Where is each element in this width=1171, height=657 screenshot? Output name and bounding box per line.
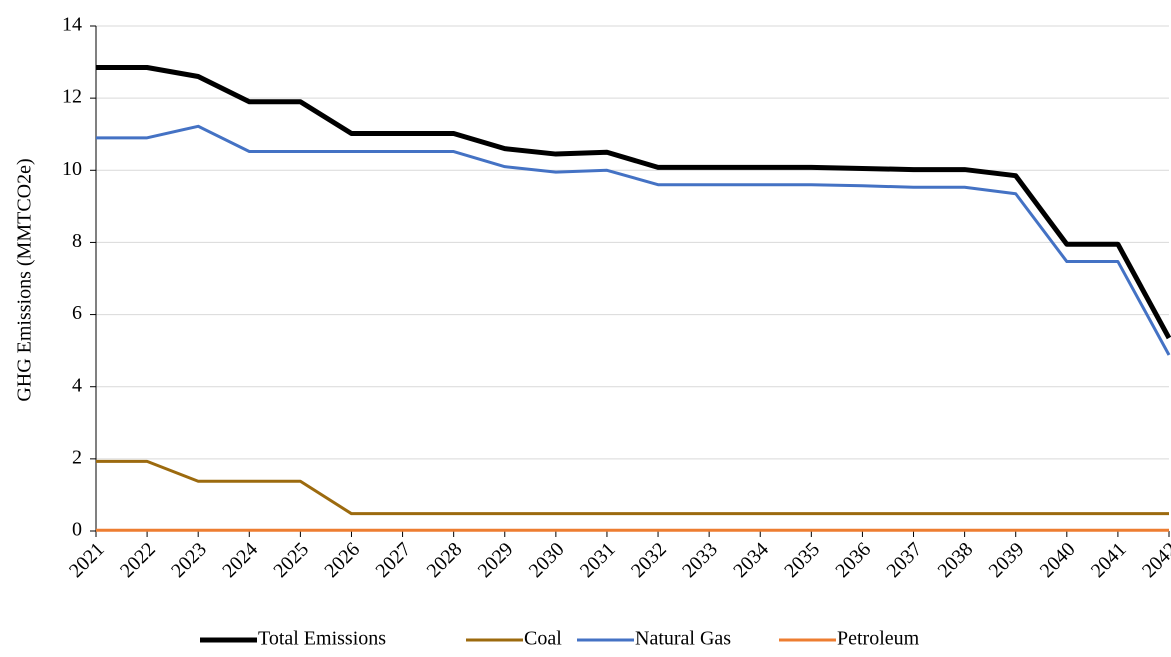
- x-tick-label: 2031: [576, 538, 620, 582]
- x-tick-label: 2042: [1138, 538, 1171, 582]
- x-tick-label: 2035: [780, 538, 824, 582]
- y-tick-label: 2: [72, 446, 82, 468]
- x-tick-label: 2041: [1087, 538, 1131, 582]
- x-tick-label: 2023: [167, 538, 211, 582]
- x-tick-label: 2040: [1036, 538, 1080, 582]
- x-tick-label: 2027: [372, 538, 416, 582]
- legend-label: Petroleum: [837, 628, 920, 650]
- y-tick-label: 6: [72, 302, 82, 324]
- x-tick-label: 2032: [627, 538, 671, 582]
- y-axis-label: GHG Emissions (MMTCO2e): [14, 158, 36, 401]
- y-tick-label: 8: [72, 230, 82, 252]
- y-tick-label: 14: [62, 14, 82, 36]
- series-line: [96, 124, 1171, 356]
- x-tick-label: 2036: [831, 538, 875, 582]
- x-tick-label: 2029: [474, 538, 518, 582]
- x-tick-label: 2030: [525, 538, 569, 582]
- y-tick-label: 0: [72, 519, 82, 541]
- y-tick-label: 12: [62, 86, 82, 108]
- legend-label: Natural Gas: [635, 628, 731, 650]
- x-tick-label: 2024: [218, 538, 262, 582]
- x-tick-label: 2026: [320, 538, 364, 582]
- x-tick-label: 2033: [678, 538, 722, 582]
- y-tick-label: 4: [72, 374, 82, 396]
- series-line: [96, 459, 1169, 516]
- x-tick-label: 2038: [934, 538, 978, 582]
- x-tick-label: 2037: [882, 538, 926, 582]
- y-tick-label: 10: [62, 158, 82, 180]
- x-tick-label: 2028: [423, 538, 467, 582]
- x-tick-label: 2039: [985, 538, 1029, 582]
- legend-label: Coal: [524, 628, 562, 650]
- x-tick-label: 2025: [269, 538, 313, 582]
- series-line: [96, 64, 1171, 340]
- x-tick-label: 2022: [116, 538, 160, 582]
- legend-label: Total Emissions: [258, 628, 386, 650]
- x-tick-label: 2034: [729, 538, 773, 582]
- x-tick-label: 2021: [65, 538, 109, 582]
